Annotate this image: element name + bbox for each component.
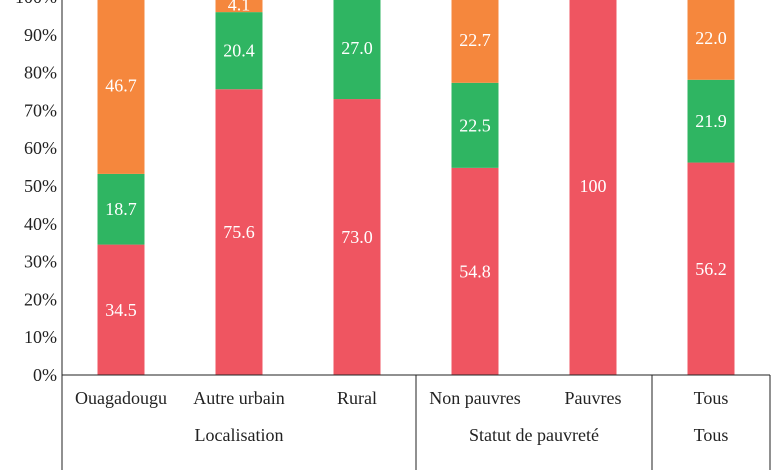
y-tick-label: 50% xyxy=(24,176,57,196)
x-axis: Ouagadougu Autre urbain Rural Non pauvres Pa… xyxy=(61,374,771,470)
x-tick-label: Rural xyxy=(337,388,377,408)
bar-segment xyxy=(451,167,499,375)
y-axis: 0% 10% 20% 30% 40% 50% 60% 70% 80% 90% 100% xyxy=(15,0,63,385)
data-label: 20.4 xyxy=(223,41,255,61)
bar-segment xyxy=(333,99,381,375)
bar-segment xyxy=(451,82,499,168)
bar-segment xyxy=(333,0,381,100)
y-tick-label: 20% xyxy=(24,289,57,309)
group-label: Tous xyxy=(694,425,729,445)
data-label: 21.9 xyxy=(695,111,727,131)
group-label: Localisation xyxy=(195,425,284,445)
bar-segment xyxy=(97,0,145,174)
data-label: 27.0 xyxy=(341,38,373,58)
y-tick-label: 90% xyxy=(24,25,57,45)
data-label: 22.7 xyxy=(459,30,491,50)
data-label: 46.7 xyxy=(105,76,137,96)
bar-segment xyxy=(687,162,735,375)
bars: 34.5 18.7 46.7 75.6 20.4 4.1 73.0 27.0 54.8 22.5 2… xyxy=(97,0,735,376)
data-label: 56.2 xyxy=(695,259,727,279)
data-label: 4.1 xyxy=(228,0,251,14)
y-tick-label: 80% xyxy=(24,63,57,83)
x-tick-label: Ouagadougu xyxy=(75,388,167,408)
data-label: 100 xyxy=(580,176,607,196)
bar-segment xyxy=(97,173,145,245)
data-label: 22.0 xyxy=(695,28,727,48)
data-label: 22.5 xyxy=(459,115,491,135)
data-label: 54.8 xyxy=(459,261,491,281)
data-label: 18.7 xyxy=(105,199,137,219)
data-label: 73.0 xyxy=(341,227,373,247)
y-tick-label: 40% xyxy=(24,214,57,234)
y-tick-label: 70% xyxy=(24,100,57,120)
bar-segment xyxy=(569,0,617,375)
bar-segment xyxy=(451,0,499,83)
x-tick-label: Pauvres xyxy=(565,388,622,408)
bar-segment xyxy=(97,244,145,375)
bar-segment xyxy=(215,89,263,376)
y-tick-label: 100% xyxy=(15,0,57,7)
group-label: Statut de pauvreté xyxy=(469,425,599,445)
bar-segment xyxy=(687,79,735,163)
bar-segment xyxy=(215,0,263,13)
y-tick-label: 30% xyxy=(24,252,57,272)
y-tick-label: 0% xyxy=(33,365,57,385)
y-tick-label: 60% xyxy=(24,138,57,158)
bar-segment xyxy=(215,12,263,90)
data-label: 75.6 xyxy=(223,222,255,242)
y-tick-label: 10% xyxy=(24,327,57,347)
data-label: 34.5 xyxy=(105,300,137,320)
x-tick-label: Autre urbain xyxy=(193,388,284,408)
bar-segment xyxy=(687,0,735,80)
x-tick-label: Non pauvres xyxy=(429,388,520,408)
x-tick-label: Tous xyxy=(694,388,729,408)
